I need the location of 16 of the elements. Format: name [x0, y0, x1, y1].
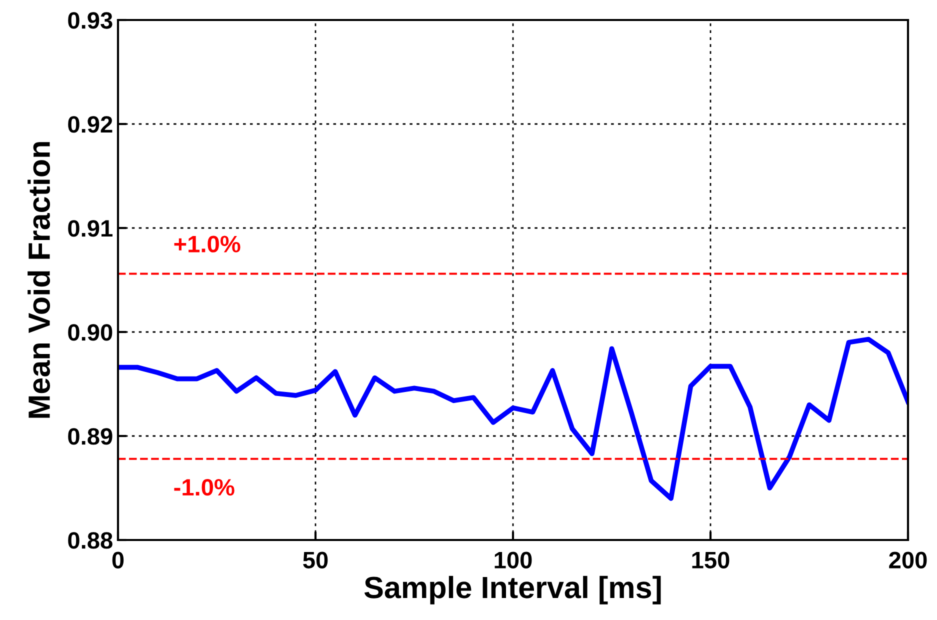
- y-tick-label: 0.90: [68, 324, 112, 341]
- x-tick-label: 150: [692, 552, 730, 568]
- y-tick-label: 0.93: [68, 12, 112, 29]
- x-axis-title: Sample Interval [ms]: [364, 576, 661, 604]
- annotation: +1.0%: [174, 236, 240, 252]
- x-tick-label: 0: [112, 552, 124, 568]
- y-axis-title: Mean Void Fraction: [28, 142, 50, 418]
- y-tick-label: 0.92: [68, 116, 112, 133]
- annotation: -1.0%: [174, 478, 234, 496]
- x-tick-label: 100: [494, 552, 532, 568]
- x-tick-label: 50: [303, 552, 328, 568]
- y-tick-label: 0.91: [68, 220, 112, 237]
- y-tick-label: 0.89: [68, 428, 112, 445]
- y-tick-label: 0.88: [68, 532, 112, 549]
- line-series: [118, 336, 908, 501]
- x-tick-label: 200: [889, 552, 927, 568]
